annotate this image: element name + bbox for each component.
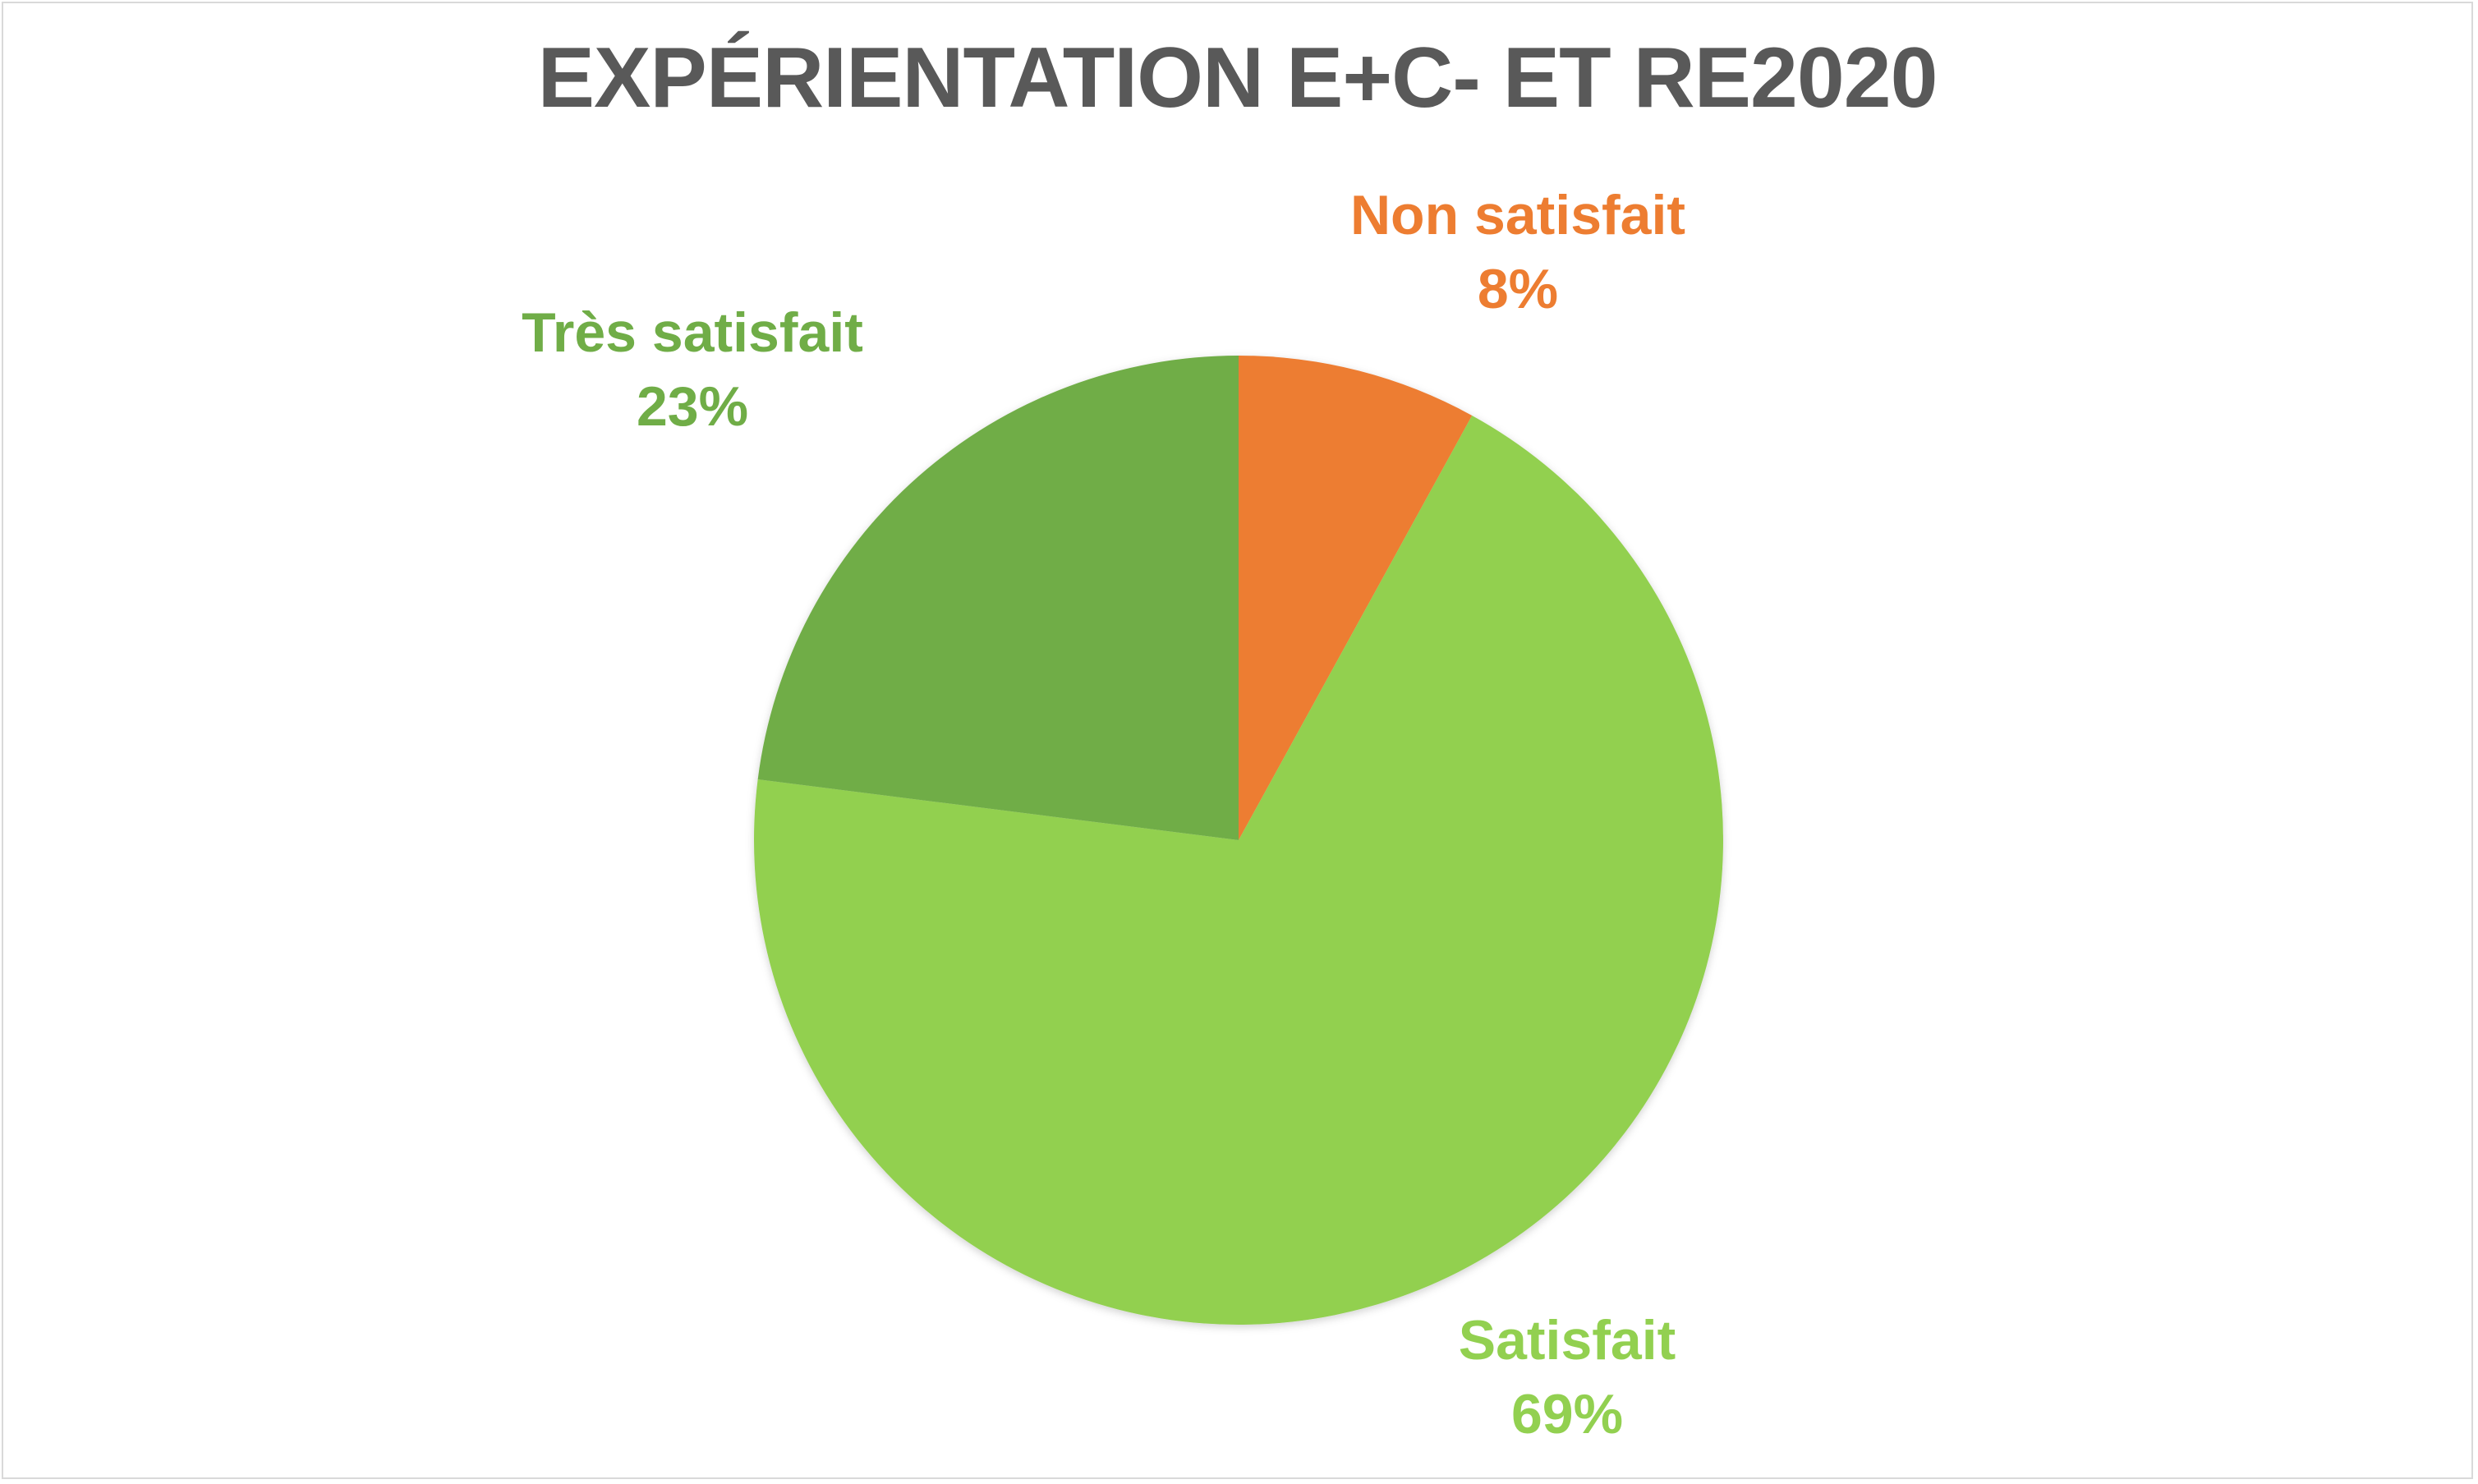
pie-slice-tres-satisfait (757, 356, 1239, 840)
pie-data-labels: Non satisfait 8% Satisfait 69% Très satisfai… (522, 184, 1685, 1445)
data-label-category-satisfait: Satisfait (1459, 1309, 1676, 1371)
pie-slice-satisfait (753, 415, 1723, 1325)
data-label-category-non-satisfait: Non satisfait (1350, 184, 1685, 246)
data-label-value-satisfait: 69% (1511, 1383, 1623, 1445)
data-label-value-tres-satisfait: 23% (637, 375, 748, 438)
chart-title: EXPÉRIENTATION E+C- ET RE2020 (537, 30, 1938, 126)
pie-slices (753, 356, 1723, 1325)
pie-slice-non-satisfait (1239, 356, 1473, 840)
data-label-category-tres-satisfait: Très satisfait (522, 301, 863, 364)
data-label-value-non-satisfait: 8% (1478, 258, 1558, 320)
